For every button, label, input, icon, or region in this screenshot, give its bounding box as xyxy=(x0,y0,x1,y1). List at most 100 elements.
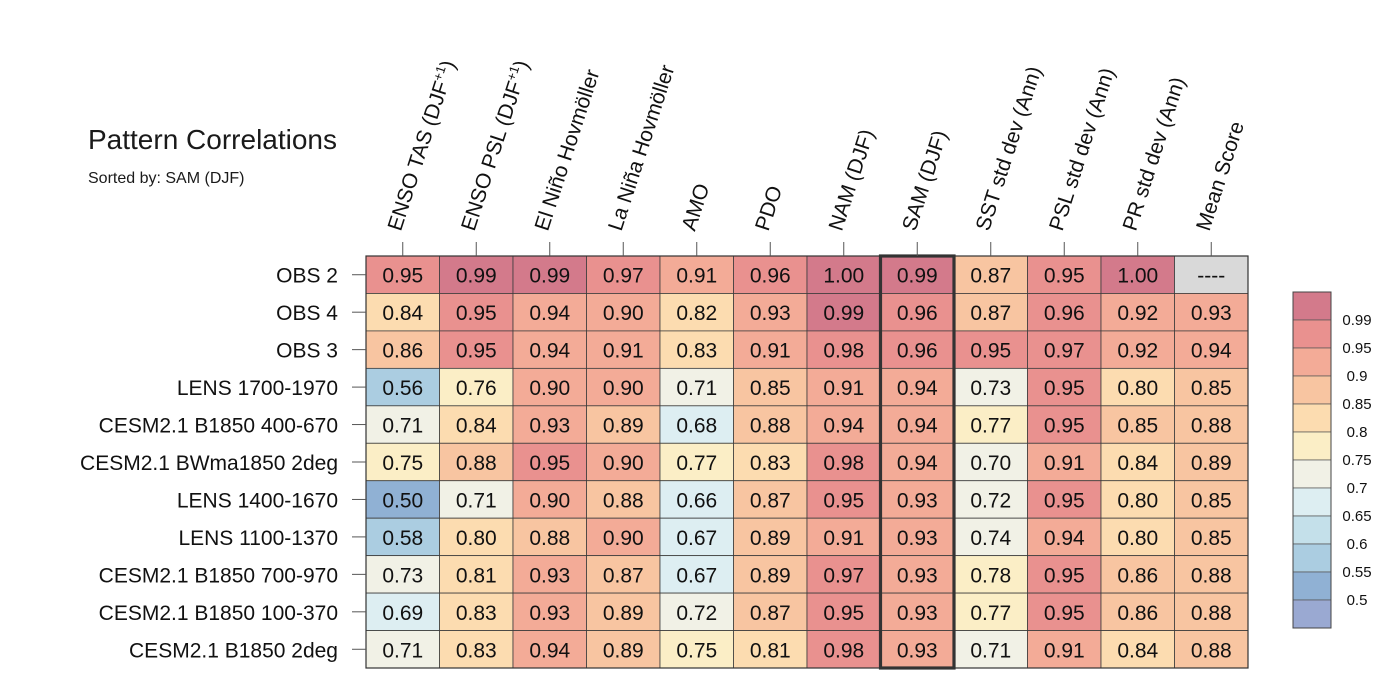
colorbar-tick-label: 0.65 xyxy=(1342,508,1371,525)
cell-value-label: 0.90 xyxy=(603,452,644,475)
cell-value-label: 0.96 xyxy=(1044,302,1085,325)
colorbar-tick-label: 0.8 xyxy=(1347,424,1368,441)
heatmap-cell xyxy=(953,330,1028,369)
heatmap-cell xyxy=(365,480,440,519)
cell-value-label: 0.80 xyxy=(1117,527,1158,550)
cell-value-label: 0.83 xyxy=(456,602,497,625)
cell-value-label: 0.94 xyxy=(897,415,938,438)
heatmap-cell xyxy=(1174,517,1249,557)
heatmap-cell xyxy=(806,255,881,294)
colorbar-swatch xyxy=(1292,599,1332,629)
cell-value-label: 0.95 xyxy=(823,602,864,625)
cell-value-label: 0.84 xyxy=(382,302,423,325)
cell-value-label: 0.66 xyxy=(676,489,717,512)
cell-value-label: 0.90 xyxy=(529,377,570,400)
cell-value-label: 0.83 xyxy=(750,452,791,475)
row-label: LENS 1100-1370 xyxy=(178,527,338,550)
colorbar-swatch xyxy=(1292,347,1332,377)
heatmap-cell xyxy=(953,592,1028,631)
cell-value-label: 0.72 xyxy=(970,489,1011,512)
cell-value-label: 0.93 xyxy=(897,564,938,587)
cell-value-label: 0.93 xyxy=(1191,302,1232,325)
heatmap-cell xyxy=(439,442,514,482)
cell-value-label: 0.85 xyxy=(1117,415,1158,438)
cell-value-label: 0.56 xyxy=(382,377,423,400)
cell-value-label: 0.86 xyxy=(1117,602,1158,625)
heatmap-cell xyxy=(1027,255,1102,294)
heatmap-cell xyxy=(880,592,955,631)
heatmap-cell xyxy=(953,517,1028,557)
cell-value-label: 0.91 xyxy=(750,340,791,363)
column-label: Mean Score xyxy=(1192,119,1249,234)
row-label: CESM2.1 B1850 100-370 xyxy=(99,602,338,625)
heatmap-cell xyxy=(880,293,955,332)
cell-value-label: 0.89 xyxy=(603,415,644,438)
heatmap-cell xyxy=(733,630,808,669)
cell-value-label: 0.99 xyxy=(897,265,938,288)
heatmap-cell xyxy=(806,442,881,482)
cell-value-label: 0.88 xyxy=(529,527,570,550)
cell-value-label: 0.91 xyxy=(1044,452,1085,475)
heatmap-cell xyxy=(1100,367,1175,407)
cell-value-label: 0.81 xyxy=(456,564,497,587)
colorbar-tick-label: 0.9 xyxy=(1347,368,1368,385)
colorbar-swatch xyxy=(1292,403,1332,433)
colorbar-tick-label: 0.5 xyxy=(1347,592,1368,609)
column-label: ENSO PSL (DJF+1) xyxy=(455,57,534,233)
heatmap-cell xyxy=(1027,367,1102,407)
cell-value-label: 0.90 xyxy=(603,527,644,550)
colorbar-swatch xyxy=(1292,543,1332,573)
cell-value-label: 0.95 xyxy=(1044,415,1085,438)
heatmap-cell xyxy=(1100,555,1175,594)
column-label: PR std dev (Ann) xyxy=(1119,74,1190,233)
cell-value-label: 0.94 xyxy=(897,377,938,400)
cell-value-label: 0.98 xyxy=(823,452,864,475)
column-label: AMO xyxy=(678,181,715,234)
heatmap-cell xyxy=(439,293,514,332)
heatmap-cell xyxy=(733,293,808,332)
cell-value-label: 0.88 xyxy=(1191,602,1232,625)
cell-value-label: 0.95 xyxy=(823,489,864,512)
heatmap-cell xyxy=(1027,480,1102,519)
heatmap-cell xyxy=(733,592,808,631)
heatmap-cell xyxy=(1027,442,1102,482)
heatmap-cell xyxy=(1100,293,1175,332)
cell-value-label: 0.90 xyxy=(603,377,644,400)
heatmap-cell xyxy=(512,555,587,594)
heatmap-cell xyxy=(586,517,661,557)
cell-value-label: 0.87 xyxy=(970,265,1011,288)
heatmap-cell xyxy=(806,330,881,369)
colorbar-tick-label: 0.99 xyxy=(1342,312,1371,329)
colorbar-tick-label: 0.85 xyxy=(1342,396,1371,413)
cell-value-label: 0.87 xyxy=(970,302,1011,325)
cell-value-label: 0.94 xyxy=(529,639,570,662)
colorbar-swatch xyxy=(1292,487,1332,517)
cell-value-label: 0.93 xyxy=(529,415,570,438)
cell-value-label: 0.77 xyxy=(970,415,1011,438)
heatmap-cell xyxy=(880,517,955,557)
cell-value-label: 0.71 xyxy=(382,415,423,438)
cell-value-label: 0.91 xyxy=(823,527,864,550)
colorbar-tick-label: 0.55 xyxy=(1342,564,1371,581)
cell-value-label: 0.89 xyxy=(1191,452,1232,475)
cell-value-label: 0.74 xyxy=(970,527,1011,550)
cell-value-label: 0.94 xyxy=(1191,340,1232,363)
cell-value-label: 0.58 xyxy=(382,527,423,550)
cell-value-label: 0.88 xyxy=(1191,415,1232,438)
cell-value-label: 0.95 xyxy=(1044,265,1085,288)
cell-value-label: 0.92 xyxy=(1117,302,1158,325)
heatmap-cell xyxy=(439,555,514,594)
cell-value-label: 0.97 xyxy=(1044,340,1085,363)
heatmap-cell xyxy=(880,480,955,519)
heatmap-cell xyxy=(1027,293,1102,332)
cell-value-label: 0.88 xyxy=(1191,564,1232,587)
cell-value-label: 0.87 xyxy=(750,489,791,512)
heatmap-cell xyxy=(1100,480,1175,519)
heatmap-cell xyxy=(439,330,514,369)
cell-value-label: 0.72 xyxy=(676,602,717,625)
cell-value-label: 0.94 xyxy=(529,340,570,363)
colorbar-swatch xyxy=(1292,571,1332,601)
row-label: OBS 2 xyxy=(276,265,338,288)
heatmap-cell xyxy=(1174,630,1249,669)
heatmap-cell xyxy=(512,330,587,369)
